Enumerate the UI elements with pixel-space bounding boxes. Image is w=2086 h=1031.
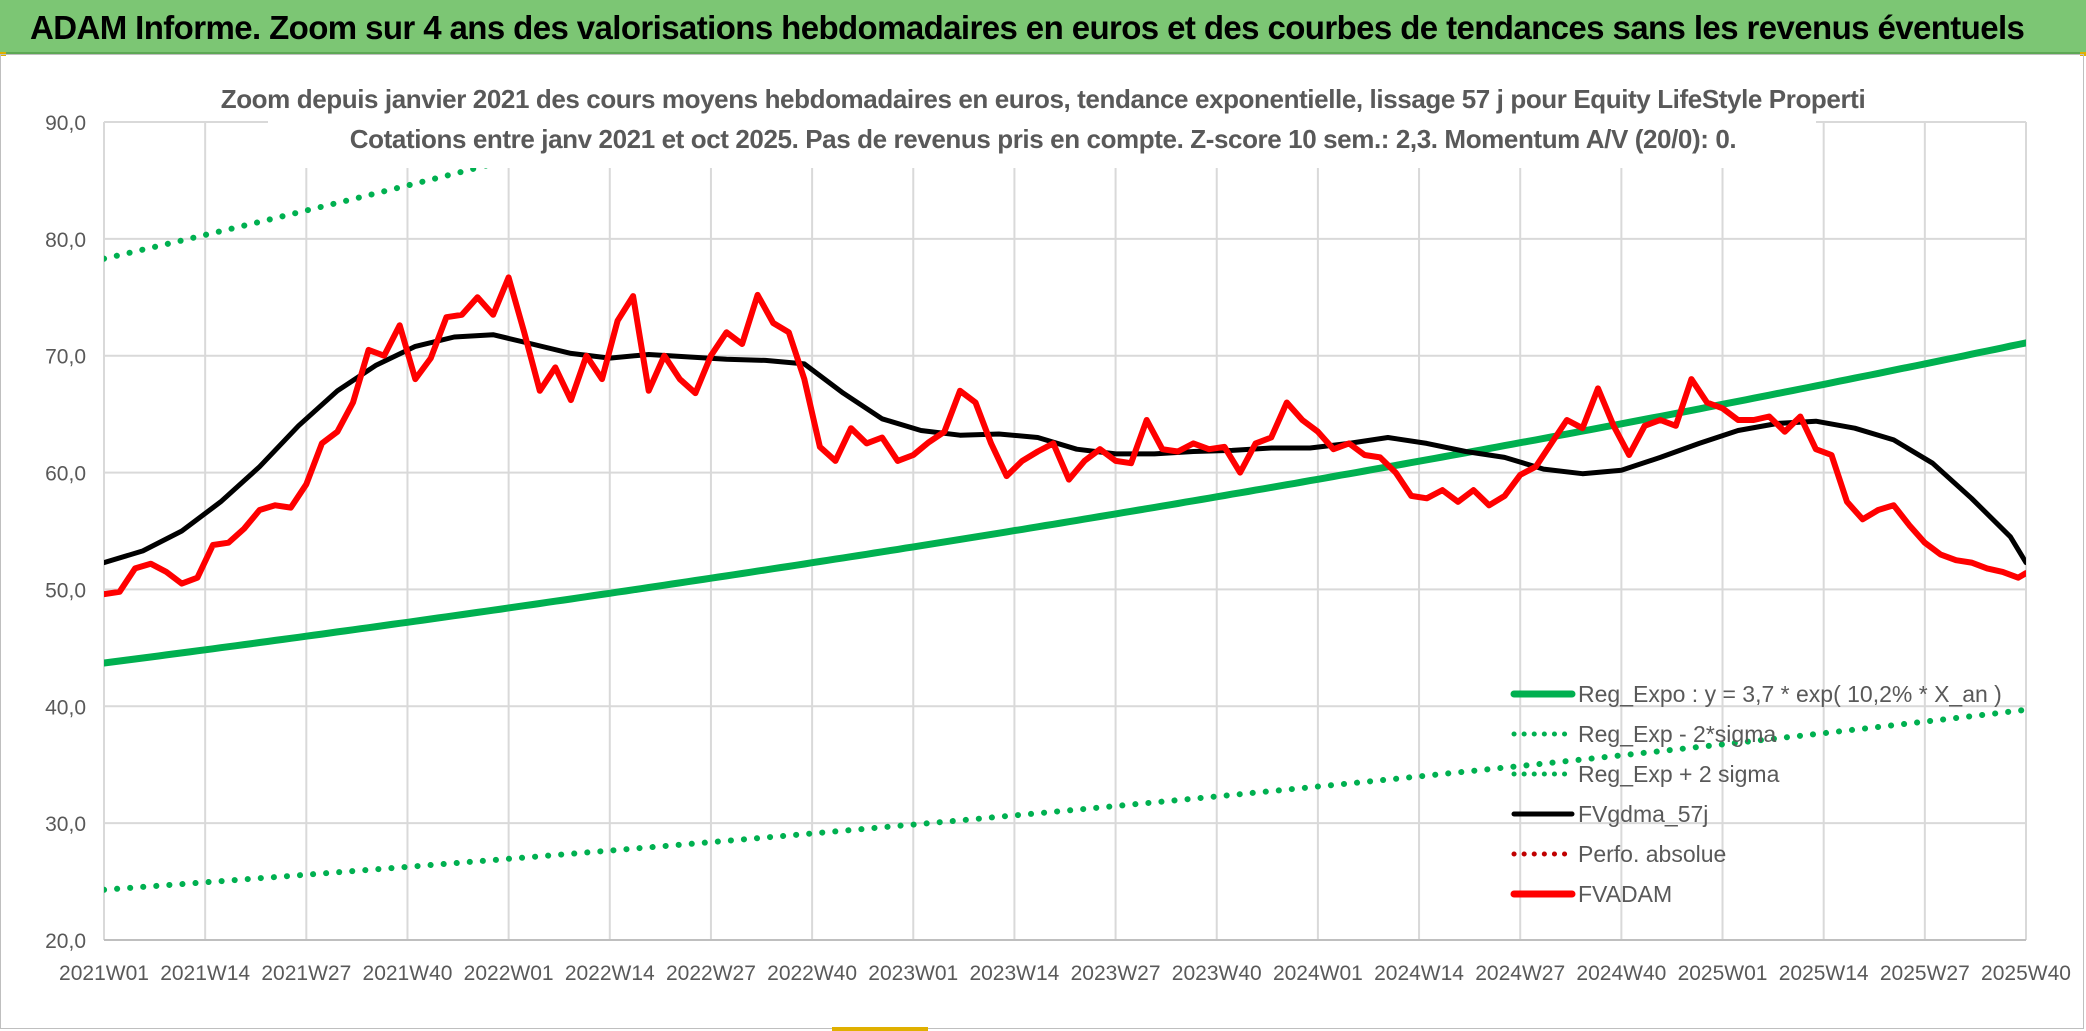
series-reg-expo bbox=[104, 339, 2026, 667]
x-tick-label: 2021W01 bbox=[59, 962, 149, 985]
grid bbox=[103, 121, 2027, 941]
title-background bbox=[268, 82, 1816, 168]
y-tick-label: 70,0 bbox=[45, 346, 86, 369]
x-tick-label: 2021W14 bbox=[160, 962, 250, 985]
x-tick-label: 2023W14 bbox=[969, 962, 1059, 985]
y-tick-label: 60,0 bbox=[45, 463, 86, 486]
x-tick-label: 2022W14 bbox=[565, 962, 655, 985]
x-tick-label: 2024W14 bbox=[1374, 962, 1464, 985]
series-reg-exp-2-sigma bbox=[104, 706, 2026, 893]
header-bar: ADAM Informe. Zoom sur 4 ans des valoris… bbox=[0, 0, 2086, 56]
x-tick-label: 2021W27 bbox=[261, 962, 351, 985]
axes: 20,0 30,0 40,0 50,0 60,0 70,0 80,0 90,0 2021W01 2… bbox=[45, 112, 2071, 985]
x-tick-label: 2025W40 bbox=[1981, 962, 2071, 985]
series-layer bbox=[104, 122, 2026, 893]
x-tick-label: 2022W40 bbox=[767, 962, 857, 985]
x-tick-label: 2025W01 bbox=[1678, 962, 1768, 985]
y-tick-label: 40,0 bbox=[45, 696, 86, 719]
y-tick-label: 50,0 bbox=[45, 579, 86, 602]
series-fvgdma-57j bbox=[104, 332, 2026, 566]
x-tick-label: 2024W40 bbox=[1576, 962, 1666, 985]
chart-title: Zoom depuis janvier 2021 des cours moyen… bbox=[220, 84, 1866, 114]
x-tick-label: 2022W01 bbox=[464, 962, 554, 985]
page-title: ADAM Informe. Zoom sur 4 ans des valoris… bbox=[30, 9, 2025, 46]
y-tick-label: 20,0 bbox=[45, 930, 86, 953]
chart-subtitle: Cotations entre janv 2021 et oct 2025. P… bbox=[349, 124, 1737, 154]
x-tick-label: 2023W27 bbox=[1071, 962, 1161, 985]
x-tick-label: 2024W01 bbox=[1273, 962, 1363, 985]
y-tick-label: 80,0 bbox=[45, 229, 86, 252]
series-fvadam bbox=[104, 274, 2026, 598]
bottom-mark bbox=[832, 1027, 928, 1031]
series-reg-exp-2-sigma bbox=[104, 122, 665, 262]
chart-frame bbox=[0, 54, 2084, 1029]
y-tick-label: 30,0 bbox=[45, 813, 86, 836]
x-tick-label: 2025W14 bbox=[1779, 962, 1869, 985]
x-tick-label: 2022W27 bbox=[666, 962, 756, 985]
x-tick-label: 2024W27 bbox=[1475, 962, 1565, 985]
x-tick-label: 2025W27 bbox=[1880, 962, 1970, 985]
x-tick-label: 2021W40 bbox=[363, 962, 453, 985]
x-tick-label: 2023W40 bbox=[1172, 962, 1262, 985]
y-tick-label: 90,0 bbox=[45, 112, 86, 135]
x-tick-label: 2023W01 bbox=[868, 962, 958, 985]
